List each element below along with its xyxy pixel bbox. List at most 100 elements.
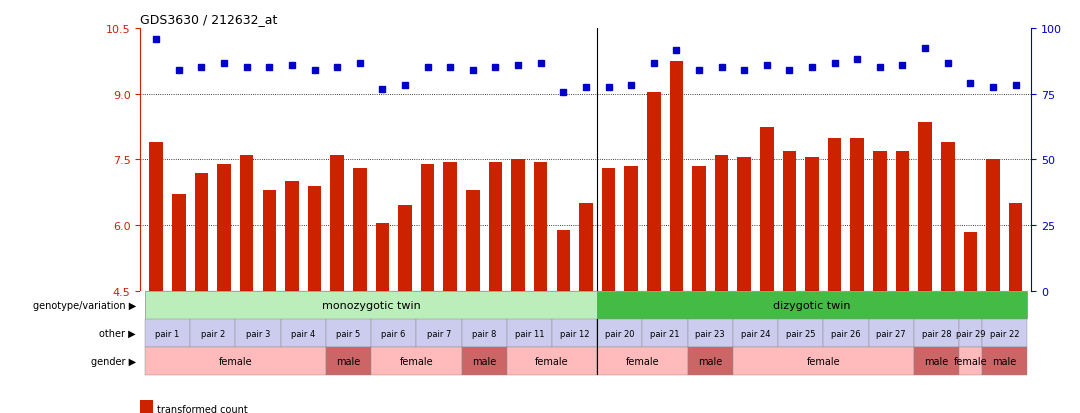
- Bar: [145, 291, 597, 319]
- Bar: [461, 319, 507, 347]
- Bar: [376, 223, 389, 291]
- Bar: [235, 319, 281, 347]
- Bar: [959, 319, 982, 347]
- Bar: [326, 347, 372, 375]
- Bar: [733, 319, 778, 347]
- Text: pair 28: pair 28: [921, 329, 951, 338]
- Bar: [330, 156, 343, 291]
- Bar: [534, 162, 548, 291]
- Text: gender ▶: gender ▶: [91, 356, 136, 366]
- Bar: [873, 151, 887, 291]
- Bar: [262, 191, 276, 291]
- Bar: [1009, 204, 1023, 291]
- Bar: [597, 319, 643, 347]
- Bar: [982, 347, 1027, 375]
- Text: pair 29: pair 29: [956, 329, 985, 338]
- Text: monozygotic twin: monozygotic twin: [322, 300, 420, 310]
- Bar: [461, 347, 507, 375]
- Bar: [850, 138, 864, 291]
- Text: pair 7: pair 7: [427, 329, 451, 338]
- Text: pair 22: pair 22: [989, 329, 1020, 338]
- Bar: [172, 195, 186, 291]
- Bar: [688, 319, 733, 347]
- Bar: [715, 156, 728, 291]
- Bar: [602, 169, 616, 291]
- Bar: [733, 347, 914, 375]
- Text: pair 23: pair 23: [696, 329, 725, 338]
- Bar: [467, 191, 480, 291]
- Bar: [507, 347, 597, 375]
- Bar: [823, 319, 868, 347]
- Text: dizygotic twin: dizygotic twin: [773, 300, 851, 310]
- Text: male: male: [924, 356, 948, 366]
- Bar: [444, 162, 457, 291]
- Text: male: male: [472, 356, 497, 366]
- Text: pair 1: pair 1: [156, 329, 179, 338]
- Bar: [959, 347, 982, 375]
- Text: pair 4: pair 4: [292, 329, 315, 338]
- Text: other ▶: other ▶: [99, 328, 136, 338]
- Bar: [963, 232, 977, 291]
- Bar: [778, 319, 823, 347]
- Bar: [372, 347, 461, 375]
- Bar: [624, 166, 638, 291]
- Text: male: male: [993, 356, 1016, 366]
- Bar: [579, 204, 593, 291]
- Bar: [145, 319, 190, 347]
- Bar: [982, 319, 1027, 347]
- Bar: [416, 319, 461, 347]
- Text: pair 25: pair 25: [786, 329, 815, 338]
- Bar: [145, 347, 326, 375]
- Bar: [647, 92, 661, 291]
- Bar: [688, 347, 733, 375]
- Text: pair 20: pair 20: [605, 329, 635, 338]
- Text: pair 6: pair 6: [381, 329, 406, 338]
- Bar: [217, 164, 231, 291]
- Text: female: female: [536, 356, 569, 366]
- Text: pair 21: pair 21: [650, 329, 679, 338]
- Text: male: male: [336, 356, 361, 366]
- Text: female: female: [625, 356, 659, 366]
- Bar: [760, 127, 773, 291]
- Bar: [240, 156, 254, 291]
- Bar: [918, 123, 932, 291]
- Bar: [941, 142, 955, 291]
- Text: GDS3630 / 212632_at: GDS3630 / 212632_at: [140, 13, 278, 26]
- Bar: [806, 158, 819, 291]
- Bar: [149, 142, 163, 291]
- Text: pair 2: pair 2: [201, 329, 225, 338]
- Text: female: female: [218, 356, 253, 366]
- Bar: [914, 319, 959, 347]
- Bar: [353, 169, 366, 291]
- Bar: [399, 206, 411, 291]
- Text: pair 5: pair 5: [336, 329, 361, 338]
- Text: pair 8: pair 8: [472, 329, 497, 338]
- Bar: [597, 291, 1027, 319]
- Bar: [868, 319, 914, 347]
- Bar: [507, 319, 552, 347]
- Text: female: female: [954, 356, 987, 366]
- Text: pair 3: pair 3: [246, 329, 270, 338]
- Text: pair 27: pair 27: [876, 329, 906, 338]
- Bar: [738, 158, 751, 291]
- Bar: [783, 151, 796, 291]
- Bar: [692, 166, 705, 291]
- Text: female: female: [807, 356, 840, 366]
- Text: pair 24: pair 24: [741, 329, 770, 338]
- Bar: [556, 230, 570, 291]
- Bar: [194, 173, 208, 291]
- Bar: [421, 164, 434, 291]
- Bar: [285, 182, 299, 291]
- Text: transformed count: transformed count: [157, 404, 247, 413]
- Bar: [986, 160, 1000, 291]
- Bar: [828, 138, 841, 291]
- Bar: [895, 151, 909, 291]
- Bar: [670, 62, 684, 291]
- Text: pair 26: pair 26: [832, 329, 861, 338]
- Bar: [308, 186, 322, 291]
- Text: pair 11: pair 11: [514, 329, 544, 338]
- Bar: [597, 347, 688, 375]
- Text: male: male: [698, 356, 723, 366]
- Bar: [281, 319, 326, 347]
- Text: genotype/variation ▶: genotype/variation ▶: [32, 300, 136, 310]
